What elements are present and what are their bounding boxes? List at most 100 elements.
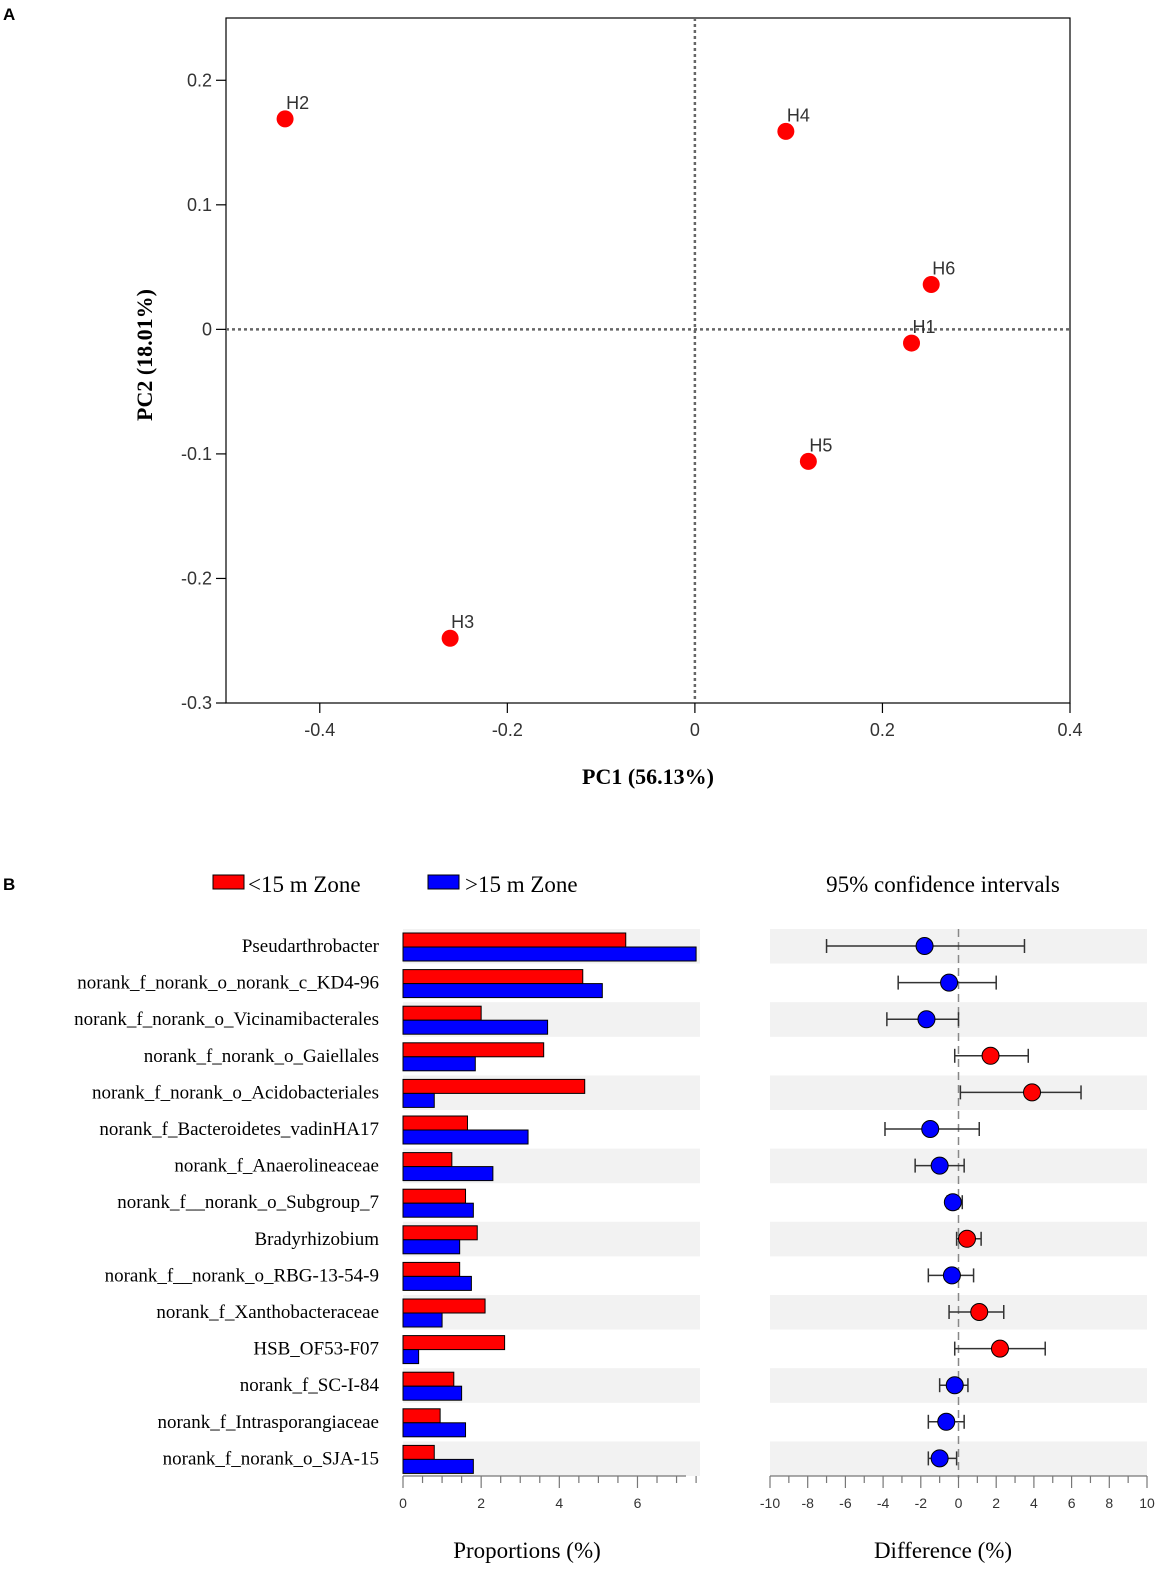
ci-point xyxy=(915,937,934,955)
pca-point-label: H3 xyxy=(451,612,474,632)
bar-x-tick-label: 0 xyxy=(399,1495,407,1511)
ci-point xyxy=(970,1303,989,1321)
ci-point xyxy=(940,973,959,992)
ci-point xyxy=(937,1412,956,1431)
pca-point-h2 xyxy=(276,110,294,128)
pca-points: H2 H4 H6 H1 H5 H3 xyxy=(276,93,955,647)
pca-y-tick-label: -0.1 xyxy=(181,444,212,464)
ci-chart: 95% confidence intervals -10 -8 -6 -4 -2 0 2 4 6… xyxy=(760,872,1155,1563)
category-label: norank_f_Anaerolineaceae xyxy=(174,1156,379,1177)
bar-shallow xyxy=(402,1444,435,1460)
ci-point xyxy=(917,1010,936,1029)
pca-y-tick-label: -0.2 xyxy=(181,568,212,588)
bars xyxy=(402,932,697,1474)
bar-deep xyxy=(402,1129,529,1145)
category-label: norank_f_norank_o_norank_c_KD4-96 xyxy=(77,973,379,994)
ci-point xyxy=(945,1376,964,1395)
category-label: norank_f_norank_o_Vicinamibacterales xyxy=(74,1009,379,1030)
panel-a-label: A xyxy=(3,5,15,24)
category-label: norank_f_norank_o_Gaiellales xyxy=(144,1046,379,1067)
bar-shallow xyxy=(402,969,584,985)
bar-x-axis-label: Proportions (%) xyxy=(453,1538,601,1563)
ci-point xyxy=(943,1193,962,1212)
bar-deep xyxy=(402,1458,474,1474)
legend-label: <15 m Zone xyxy=(248,872,361,897)
pca-point-h5 xyxy=(799,452,817,470)
ci-point xyxy=(930,1156,949,1175)
bar-shallow xyxy=(402,1371,455,1387)
ci-point xyxy=(990,1339,1009,1358)
legend-swatch-deep xyxy=(427,874,460,890)
ci-point xyxy=(921,1120,940,1138)
category-label: norank_f_norank_o_Acidobacteriales xyxy=(92,1082,379,1103)
bar-deep xyxy=(402,1019,549,1035)
bar-shallow xyxy=(402,1225,478,1241)
ci-x-tick-label: 4 xyxy=(1030,1495,1038,1511)
ci-point xyxy=(981,1046,1000,1065)
ci-points xyxy=(825,937,1082,1468)
ci-title: 95% confidence intervals xyxy=(826,872,1060,897)
bar-shallow xyxy=(402,1188,467,1204)
pca-point-h1 xyxy=(903,334,921,352)
ci-point xyxy=(942,1266,961,1285)
category-label: norank_f__norank_o_Subgroup_7 xyxy=(117,1192,379,1213)
pca-point-label: H2 xyxy=(286,93,309,113)
bar-deep xyxy=(402,1166,494,1182)
ci-x-tick-label: -6 xyxy=(839,1495,852,1511)
bar-x-tick-label: 6 xyxy=(634,1495,642,1511)
pca-x-tick-label: 0 xyxy=(690,720,700,740)
ci-x-tick-label: 6 xyxy=(1068,1495,1076,1511)
pca-point-h6 xyxy=(922,276,940,294)
pca-plot-frame xyxy=(225,17,1071,704)
pca-x-axis-label: PC1 (56.13%) xyxy=(582,764,714,789)
bar-deep xyxy=(402,1275,472,1291)
pca-point-h4 xyxy=(777,122,795,140)
bar-deep xyxy=(402,983,603,999)
pca-y-ticks: -0.3 -0.2 -0.1 0 0.1 0.2 xyxy=(181,70,226,713)
category-label: Bradyrhizobium xyxy=(254,1229,379,1250)
bar-deep xyxy=(402,946,697,962)
bar-shallow xyxy=(402,1298,486,1314)
legend-swatch-shallow xyxy=(212,874,245,890)
ci-point xyxy=(1023,1083,1042,1102)
pca-point-label: H1 xyxy=(913,317,936,337)
pca-y-tick-label: 0 xyxy=(202,319,212,339)
bar-x-tick-label: 2 xyxy=(477,1495,485,1511)
bar-x-axis: 0 2 4 6 xyxy=(399,1475,697,1511)
pca-y-tick-label: 0.1 xyxy=(187,195,212,215)
pca-reference-lines xyxy=(226,18,1070,703)
bar-shallow xyxy=(402,1261,461,1277)
pca-x-ticks: -0.4 -0.2 0 0.2 0.4 xyxy=(304,703,1083,740)
bar-deep xyxy=(402,1202,474,1218)
ci-x-tick-label: -8 xyxy=(801,1495,814,1511)
ci-point xyxy=(930,1449,949,1468)
pca-point-h3 xyxy=(441,629,459,647)
bar-shallow xyxy=(402,932,627,948)
ci-x-tick-label: 0 xyxy=(955,1495,963,1511)
pca-x-tick-label: -0.4 xyxy=(304,720,335,740)
ci-row-background xyxy=(770,1441,1147,1476)
ci-x-tick-label: -10 xyxy=(760,1495,780,1511)
bar-shallow xyxy=(402,1335,506,1351)
ci-x-axis: -10 -8 -6 -4 -2 0 2 4 6 8 10 xyxy=(760,1475,1155,1511)
bar-deep xyxy=(402,1056,476,1072)
pca-point-label: H5 xyxy=(809,435,832,455)
pca-chart: -0.4 -0.2 0 0.2 0.4 -0.3 -0.2 -0.1 0 0.1 0.2 H2 H4… xyxy=(132,17,1083,789)
ci-x-tick-label: -4 xyxy=(877,1495,890,1511)
bar-x-tick-label: 4 xyxy=(555,1495,563,1511)
category-label: norank_f_Bacteroidetes_vadinHA17 xyxy=(99,1119,379,1140)
pca-y-tick-label: -0.3 xyxy=(181,693,212,713)
pca-x-tick-label: 0.2 xyxy=(870,720,895,740)
panel-b-label: B xyxy=(3,875,15,894)
bar-deep xyxy=(402,1349,420,1365)
bar-shallow xyxy=(402,1042,545,1058)
pca-y-tick-label: 0.2 xyxy=(187,70,212,90)
category-label: HSB_OF53-F07 xyxy=(253,1339,379,1360)
pca-y-axis-label: PC2 (18.01%) xyxy=(132,289,157,421)
ci-x-tick-label: 2 xyxy=(992,1495,1000,1511)
bar-deep xyxy=(402,1092,435,1108)
category-label: norank_f_norank_o_SJA-15 xyxy=(163,1448,379,1469)
ci-point xyxy=(957,1229,976,1248)
bar-shallow xyxy=(402,1152,453,1168)
